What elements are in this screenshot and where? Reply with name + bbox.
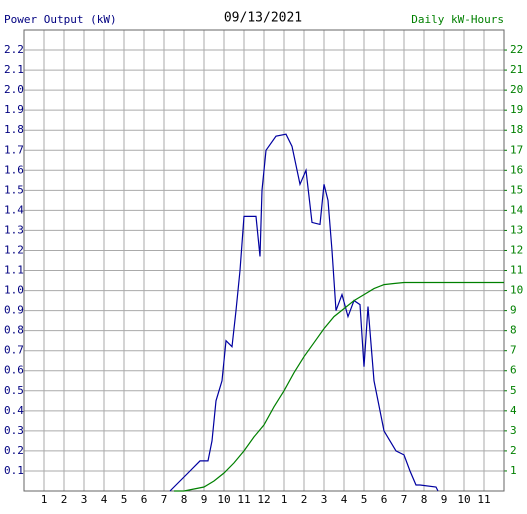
y2-tick-label: 7 bbox=[510, 344, 517, 357]
x-tick-label: 7 bbox=[401, 493, 408, 506]
x-tick-label: 9 bbox=[441, 493, 448, 506]
y2-tick-label: 10 bbox=[510, 284, 523, 297]
x-tick-label: 2 bbox=[61, 493, 68, 506]
y-axis-label: Power Output (kW) bbox=[4, 13, 117, 26]
y-tick-label: 0.7 bbox=[4, 344, 24, 357]
y2-axis-label: Daily kW-Hours bbox=[411, 13, 504, 26]
y2-tick-label: 18 bbox=[510, 123, 523, 136]
y2-tick-label: 3 bbox=[510, 424, 517, 437]
y-tick-label: 1.6 bbox=[4, 163, 24, 176]
y-tick-label: 2.1 bbox=[4, 63, 24, 76]
y-tick-label: 1.5 bbox=[4, 183, 24, 196]
y2-tick-label: 5 bbox=[510, 384, 517, 397]
y2-tick-label: 22 bbox=[510, 43, 523, 56]
y2-tick-label: 2 bbox=[510, 444, 517, 457]
y-tick-label: 0.2 bbox=[4, 444, 24, 457]
x-tick-label: 5 bbox=[121, 493, 128, 506]
y2-tick-label: 6 bbox=[510, 364, 517, 377]
x-tick-label: 4 bbox=[101, 493, 108, 506]
y2-tick-label: 17 bbox=[510, 143, 523, 156]
y-tick-label: 1.3 bbox=[4, 223, 24, 236]
x-tick-label: 6 bbox=[381, 493, 388, 506]
x-tick-label: 10 bbox=[217, 493, 230, 506]
y-tick-label: 0.9 bbox=[4, 304, 24, 317]
chart-title: 09/13/2021 bbox=[224, 11, 302, 26]
y2-tick-label: 11 bbox=[510, 264, 523, 277]
y2-tick-label: 4 bbox=[510, 404, 517, 417]
x-tick-label: 11 bbox=[477, 493, 490, 506]
y-tick-label: 1.0 bbox=[4, 284, 24, 297]
y-tick-label: 0.6 bbox=[4, 364, 24, 377]
y2-tick-label: 13 bbox=[510, 223, 523, 236]
y-tick-label: 0.5 bbox=[4, 384, 24, 397]
x-tick-label: 1 bbox=[281, 493, 288, 506]
y-tick-label: 0.1 bbox=[4, 464, 24, 477]
x-tick-label: 3 bbox=[321, 493, 328, 506]
y2-tick-label: 21 bbox=[510, 63, 523, 76]
y-tick-label: 1.4 bbox=[4, 203, 24, 216]
series-line bbox=[174, 281, 504, 492]
x-tick-label: 8 bbox=[421, 493, 428, 506]
y2-tick-label: 16 bbox=[510, 163, 523, 176]
x-tick-label: 7 bbox=[161, 493, 168, 506]
x-tick-label: 6 bbox=[141, 493, 148, 506]
y-tick-label: 2.0 bbox=[4, 83, 24, 96]
y2-tick-label: 12 bbox=[510, 243, 523, 256]
y-tick-label: 1.8 bbox=[4, 123, 24, 136]
y-tick-label: 1.1 bbox=[4, 264, 24, 277]
y2-tick-label: 20 bbox=[510, 83, 523, 96]
y2-tick-label: 15 bbox=[510, 183, 523, 196]
x-tick-label: 5 bbox=[361, 493, 368, 506]
x-tick-label: 2 bbox=[301, 493, 308, 506]
x-tick-label: 3 bbox=[81, 493, 88, 506]
x-tick-label: 10 bbox=[457, 493, 470, 506]
x-tick-label: 4 bbox=[341, 493, 348, 506]
y-tick-label: 1.9 bbox=[4, 103, 24, 116]
y2-tick-label: 9 bbox=[510, 304, 517, 317]
y-tick-label: 1.2 bbox=[4, 243, 24, 256]
x-tick-label: 11 bbox=[237, 493, 250, 506]
y-tick-label: 0.8 bbox=[4, 324, 24, 337]
y2-tick-label: 8 bbox=[510, 324, 517, 337]
x-tick-label: 8 bbox=[181, 493, 188, 506]
y-tick-label: 2.2 bbox=[4, 43, 24, 56]
x-tick-label: 9 bbox=[201, 493, 208, 506]
y-tick-label: 1.7 bbox=[4, 143, 24, 156]
x-tick-label: 1 bbox=[41, 493, 48, 506]
y2-tick-label: 14 bbox=[510, 203, 524, 216]
series-line bbox=[169, 133, 439, 492]
y2-tick-label: 19 bbox=[510, 103, 523, 116]
y-tick-label: 0.4 bbox=[4, 404, 24, 417]
x-tick-label: 12 bbox=[257, 493, 270, 506]
y-tick-label: 0.3 bbox=[4, 424, 24, 437]
plot-border bbox=[23, 29, 505, 492]
y2-tick-label: 1 bbox=[510, 464, 517, 477]
